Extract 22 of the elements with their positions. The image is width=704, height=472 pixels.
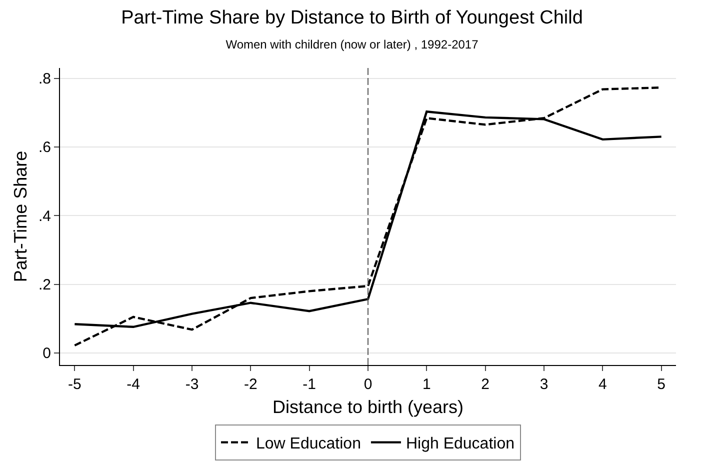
x-tick-label: -4 bbox=[126, 376, 140, 393]
x-tick-label: -5 bbox=[68, 376, 82, 393]
x-tick-label: -2 bbox=[244, 376, 258, 393]
y-tick-label: .6 bbox=[38, 139, 51, 156]
chart-title: Part-Time Share by Distance to Birth of Youngest Child bbox=[121, 8, 583, 29]
x-tick-label: 4 bbox=[598, 376, 607, 393]
y-tick-label: .2 bbox=[38, 276, 51, 294]
x-tick-label: -1 bbox=[302, 376, 316, 393]
x-tick-label: 0 bbox=[364, 376, 372, 393]
x-tick-label: 5 bbox=[657, 376, 666, 393]
x-tick-label: 2 bbox=[481, 376, 490, 393]
y-tick-label: .4 bbox=[38, 208, 51, 225]
y-tick-label: .8 bbox=[38, 70, 51, 88]
x-axis-title: Distance to birth (years) bbox=[272, 397, 464, 418]
legend-label: Low Education bbox=[256, 436, 361, 453]
x-tick-label: 1 bbox=[422, 376, 431, 393]
x-tick-label: -3 bbox=[185, 376, 199, 393]
legend-label: High Education bbox=[406, 436, 514, 453]
chart-subtitle: Women with children (now or later) , 1992-2017 bbox=[226, 37, 479, 52]
y-axis-title: Part-Time Share bbox=[10, 150, 31, 282]
y-tick-label: 0 bbox=[42, 345, 51, 362]
x-tick-label: 3 bbox=[540, 376, 548, 393]
